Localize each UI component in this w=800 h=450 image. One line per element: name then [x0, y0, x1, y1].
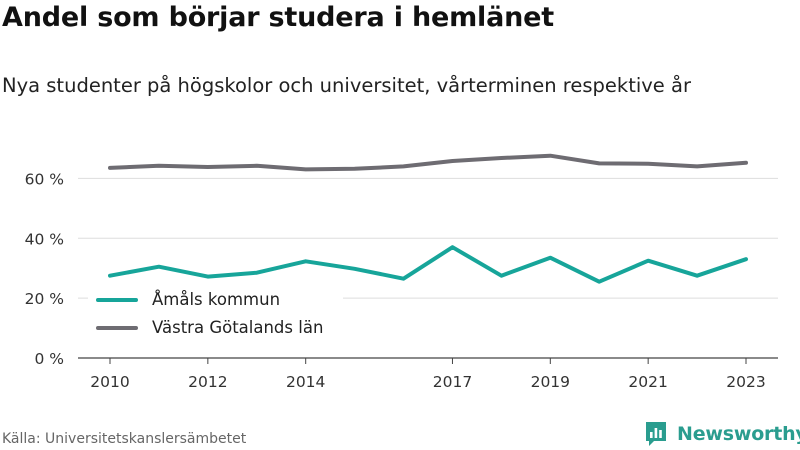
- x-tick-label: 2021: [628, 373, 667, 391]
- legend: [88, 286, 343, 346]
- legend-item-vastra-gotaland: Västra Götalands län: [96, 318, 323, 337]
- newsworthy-logo[interactable]: Newsworthy: [644, 420, 800, 448]
- x-tick-label: 2017: [433, 373, 472, 391]
- y-tick-label: 40 %: [25, 230, 64, 248]
- x-tick-label: 2019: [531, 373, 570, 391]
- legend-swatch-vastra-gotaland: [96, 325, 138, 330]
- series-line-vastra-gotaland: [108, 153, 748, 172]
- x-tick-label: 2023: [726, 373, 765, 391]
- y-tick-label: 60 %: [25, 170, 64, 188]
- legend-swatch-amal: [96, 297, 138, 302]
- chart-title: Andel som börjar studera i hemlänet: [2, 2, 554, 33]
- x-tick-label: 2014: [286, 373, 325, 391]
- y-tick-label: 20 %: [25, 290, 64, 308]
- y-tick-label: 0 %: [34, 350, 64, 368]
- legend-item-amal: Åmåls kommun: [96, 290, 280, 309]
- x-tick-label: 2012: [188, 373, 227, 391]
- newsworthy-chart-logo-icon: [646, 422, 666, 446]
- legend-label-vastra-gotaland: Västra Götalands län: [152, 318, 324, 337]
- legend-label-amal: Åmåls kommun: [152, 290, 281, 309]
- series-line-amal: [108, 245, 748, 284]
- x-tick-label: 2010: [90, 373, 129, 391]
- source-note: Källa: Universitetskanslersämbetet: [2, 431, 247, 447]
- chart-subtitle: Nya studenter på högskolor och universit…: [2, 74, 691, 97]
- brand-name: Newsworthy: [677, 423, 800, 445]
- line-chart: 0 % 20 % 40 % 60 % 2010 2012 2014 2017 2019 2021 2…: [25, 153, 778, 391]
